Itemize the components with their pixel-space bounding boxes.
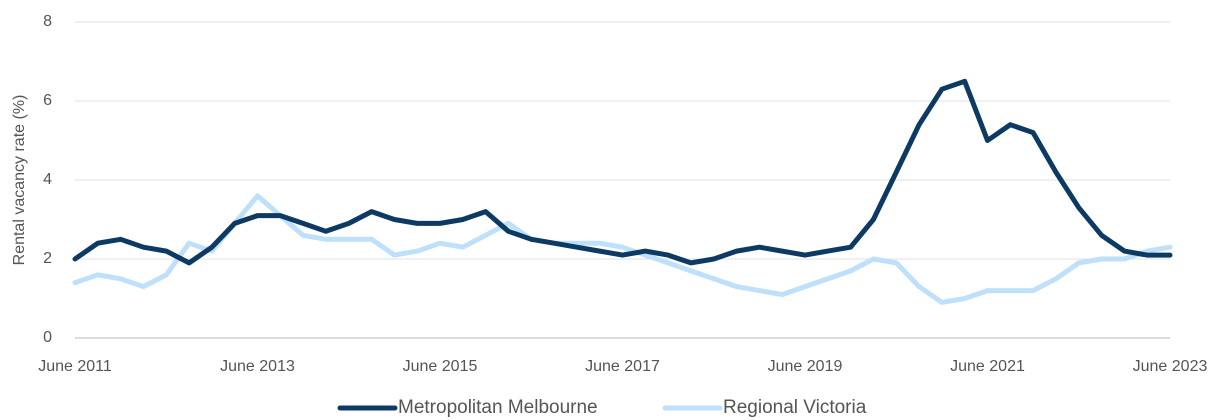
legend-label: Regional Victoria	[723, 397, 867, 418]
series-line	[72, 193, 1173, 305]
legend-label: Metropolitan Melbourne	[398, 397, 598, 418]
y-tick-label: 2	[43, 250, 52, 267]
y-tick-label: 0	[43, 329, 52, 346]
y-tick-label: 6	[43, 92, 52, 109]
y-axis-label: Rental vacancy rate (%)	[11, 95, 28, 266]
x-tick-label: June 2023	[1133, 358, 1208, 375]
y-tick-label: 8	[43, 13, 52, 30]
y-tick-label: 4	[43, 171, 52, 188]
x-tick-label: June 2019	[768, 358, 843, 375]
x-tick-label: June 2015	[403, 358, 478, 375]
x-tick-label: June 2017	[585, 358, 660, 375]
x-tick-label: June 2021	[950, 358, 1025, 375]
x-tick-label: June 2011	[38, 358, 112, 375]
x-tick-label: June 2013	[220, 358, 295, 375]
series-line	[72, 78, 1173, 266]
